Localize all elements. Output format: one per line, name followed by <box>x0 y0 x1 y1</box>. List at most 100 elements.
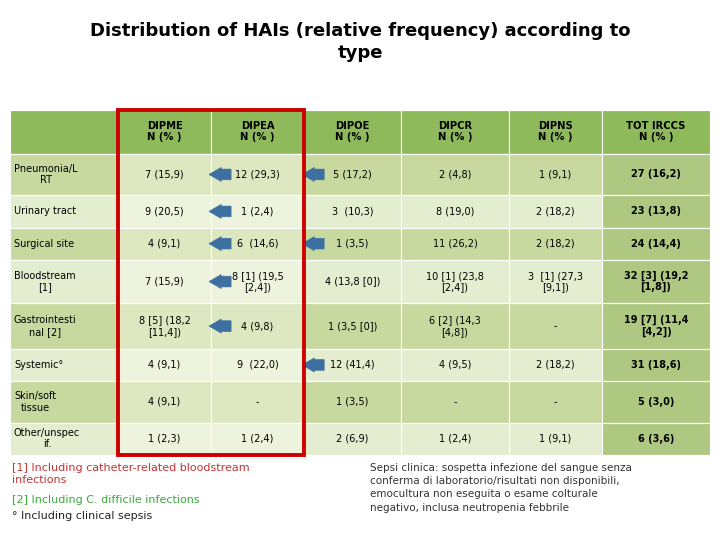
Bar <box>304 110 401 153</box>
Text: 5 (3,0): 5 (3,0) <box>638 397 674 407</box>
Text: 4 (13,8 [0]): 4 (13,8 [0]) <box>325 276 380 287</box>
Text: 6  (14,6): 6 (14,6) <box>237 239 279 248</box>
Bar <box>509 153 602 195</box>
Bar <box>118 381 211 423</box>
Text: Systemic°: Systemic° <box>14 360 63 370</box>
Text: [1] Including catheter-related bloodstream
infections: [1] Including catheter-related bloodstre… <box>12 463 250 485</box>
Text: 32 [3] (19,2
[1,8]): 32 [3] (19,2 [1,8]) <box>624 271 688 293</box>
Polygon shape <box>209 205 231 218</box>
Bar <box>211 303 304 349</box>
Text: 11 (26,2): 11 (26,2) <box>433 239 477 248</box>
Text: ° Including clinical sepsis: ° Including clinical sepsis <box>12 511 152 521</box>
Text: -: - <box>256 397 259 407</box>
Bar <box>118 227 211 260</box>
Bar <box>401 349 509 381</box>
Text: 10 [1] (23,8
[2,4]): 10 [1] (23,8 [2,4]) <box>426 271 484 292</box>
Text: DIPME
N (% ): DIPME N (% ) <box>147 121 182 143</box>
Text: 1 (2,4): 1 (2,4) <box>241 206 274 217</box>
Text: TOT IRCCS
N (% ): TOT IRCCS N (% ) <box>626 121 685 143</box>
Text: 2 (6,9): 2 (6,9) <box>336 434 369 444</box>
Bar <box>401 110 509 153</box>
Bar <box>10 423 118 455</box>
Bar <box>602 349 710 381</box>
Text: Pneumonia/L
RT: Pneumonia/L RT <box>14 164 78 185</box>
Bar <box>304 381 401 423</box>
Text: 4 (9,1): 4 (9,1) <box>148 397 181 407</box>
Text: Sepsi clinica: sospetta infezione del sangue senza
conferma di laboratorio/risul: Sepsi clinica: sospetta infezione del sa… <box>370 463 632 512</box>
Text: [2] Including C. difficile infections: [2] Including C. difficile infections <box>12 495 199 505</box>
Bar <box>211 195 304 227</box>
Text: 4 (9,8): 4 (9,8) <box>241 321 274 331</box>
Bar <box>10 227 118 260</box>
Bar <box>118 423 211 455</box>
Bar <box>509 227 602 260</box>
Polygon shape <box>209 319 231 333</box>
Text: -: - <box>453 397 456 407</box>
Bar <box>118 349 211 381</box>
Bar <box>10 110 118 153</box>
Text: Distribution of HAIs (relative frequency) according to
type: Distribution of HAIs (relative frequency… <box>90 22 630 62</box>
Bar <box>602 423 710 455</box>
Bar <box>602 227 710 260</box>
Bar <box>602 303 710 349</box>
Polygon shape <box>302 237 324 251</box>
Bar <box>509 303 602 349</box>
Text: -: - <box>554 321 557 331</box>
Bar <box>401 227 509 260</box>
Bar <box>304 195 401 227</box>
Text: 2 (18,2): 2 (18,2) <box>536 206 575 217</box>
Bar <box>304 349 401 381</box>
Text: -: - <box>554 397 557 407</box>
Text: 1 (2,4): 1 (2,4) <box>438 434 471 444</box>
Text: Gastrointesti
nal [2]: Gastrointesti nal [2] <box>14 315 77 337</box>
Bar <box>602 195 710 227</box>
Bar <box>401 381 509 423</box>
Bar <box>211 381 304 423</box>
Text: 8 [1] (19,5
[2,4]): 8 [1] (19,5 [2,4]) <box>232 271 284 292</box>
Text: 3  (10,3): 3 (10,3) <box>332 206 373 217</box>
Text: 9 (20,5): 9 (20,5) <box>145 206 184 217</box>
Bar <box>401 260 509 303</box>
Text: 4 (9,1): 4 (9,1) <box>148 239 181 248</box>
Bar <box>304 423 401 455</box>
Bar <box>10 153 118 195</box>
Polygon shape <box>302 167 324 181</box>
Text: DIPEA
N (% ): DIPEA N (% ) <box>240 121 275 143</box>
Text: DIPNS
N (% ): DIPNS N (% ) <box>538 121 573 143</box>
Bar <box>602 110 710 153</box>
Text: 23 (13,8): 23 (13,8) <box>631 206 681 217</box>
Bar <box>211 349 304 381</box>
Bar <box>211 423 304 455</box>
Bar <box>509 349 602 381</box>
Text: 27 (16,2): 27 (16,2) <box>631 170 681 179</box>
Bar <box>509 195 602 227</box>
Text: 7 (15,9): 7 (15,9) <box>145 170 184 179</box>
Bar <box>602 153 710 195</box>
Text: 6 (3,6): 6 (3,6) <box>638 434 674 444</box>
Bar <box>211 110 304 153</box>
Polygon shape <box>209 237 231 251</box>
Bar <box>10 195 118 227</box>
Text: Surgical site: Surgical site <box>14 239 74 248</box>
Text: Urinary tract: Urinary tract <box>14 206 76 217</box>
Bar <box>401 195 509 227</box>
Bar <box>118 303 211 349</box>
Text: 1 (3,5): 1 (3,5) <box>336 239 369 248</box>
Bar <box>118 195 211 227</box>
Text: 1 (3,5): 1 (3,5) <box>336 397 369 407</box>
Bar <box>509 423 602 455</box>
Text: 24 (14,4): 24 (14,4) <box>631 239 681 248</box>
Text: 2 (18,2): 2 (18,2) <box>536 239 575 248</box>
Bar <box>118 110 304 455</box>
Bar <box>10 303 118 349</box>
Bar <box>509 110 602 153</box>
Bar <box>211 260 304 303</box>
Bar <box>10 381 118 423</box>
Text: 6 [2] (14,3
[4,8]): 6 [2] (14,3 [4,8]) <box>429 315 481 337</box>
Text: 1 (2,3): 1 (2,3) <box>148 434 181 444</box>
Bar <box>304 153 401 195</box>
Text: 9  (22,0): 9 (22,0) <box>237 360 279 370</box>
Text: 7 (15,9): 7 (15,9) <box>145 276 184 287</box>
Text: 8 [5] (18,2
[11,4]): 8 [5] (18,2 [11,4]) <box>138 315 191 337</box>
Text: Bloodstream
[1]: Bloodstream [1] <box>14 271 76 292</box>
